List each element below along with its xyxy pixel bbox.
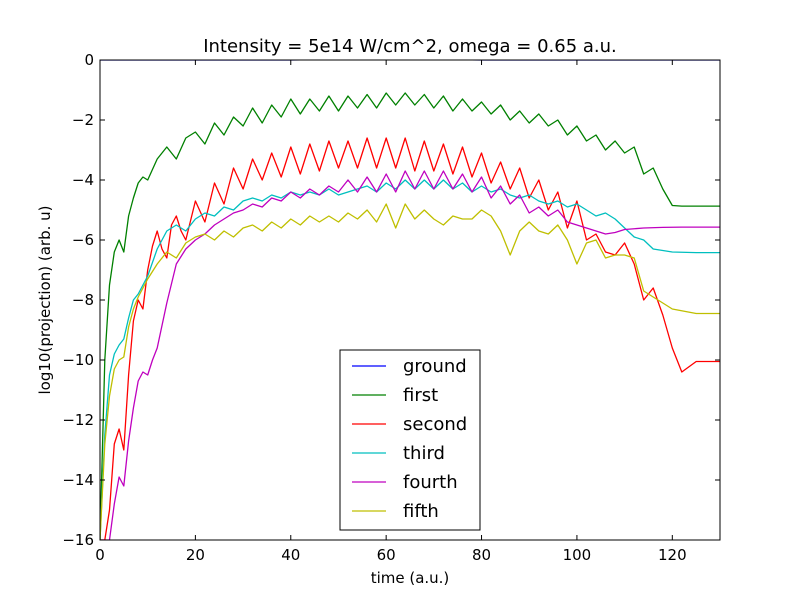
plot-frame (99, 59, 721, 541)
y-tick-label: −14 (62, 471, 94, 489)
y-tick-label: −16 (62, 531, 94, 549)
y-tick-label: −2 (72, 111, 94, 129)
legend: ground first second third fourth fifth (339, 349, 481, 531)
y-tick-label: −8 (72, 291, 94, 309)
legend-label-fourth: fourth (403, 472, 458, 493)
y-tick-label: 0 (84, 51, 94, 69)
legend-label-first: first (403, 385, 438, 406)
y-axis-title: log10(projection) (arb. u) (36, 206, 54, 395)
legend-label-fifth: fifth (403, 501, 439, 522)
x-tick-label: 0 (95, 546, 105, 564)
series-line-fifth (100, 203, 720, 540)
x-tick-label: 100 (563, 546, 592, 564)
y-tick-label: −4 (72, 171, 94, 189)
y-tick-label: −10 (62, 351, 94, 369)
y-tick-label: −12 (62, 411, 94, 429)
legend-label-ground: ground (403, 356, 467, 377)
series-line-first (100, 92, 720, 540)
x-tick-label: 40 (281, 546, 300, 564)
x-tick-label: 20 (186, 546, 205, 564)
series-line-second (100, 137, 720, 540)
legend-label-second: second (403, 414, 467, 435)
x-axis-title: time (a.u.) (371, 569, 450, 587)
x-tick-label: 80 (472, 546, 491, 564)
chart-title: Intensity = 5e14 W/cm^2, omega = 0.65 a.… (203, 36, 617, 57)
y-tick-label: −6 (72, 231, 94, 249)
x-tick-label: 60 (377, 546, 396, 564)
series-line-fourth (100, 170, 720, 540)
legend-box (339, 349, 481, 531)
x-tick-label: 120 (658, 546, 687, 564)
axis-ticks: 0 20 40 60 80 100 120 0 −2 −4 −6 −8 −10 −12 −14 −16 (62, 51, 720, 564)
series-layer (100, 60, 720, 540)
legend-label-third: third (403, 443, 445, 464)
